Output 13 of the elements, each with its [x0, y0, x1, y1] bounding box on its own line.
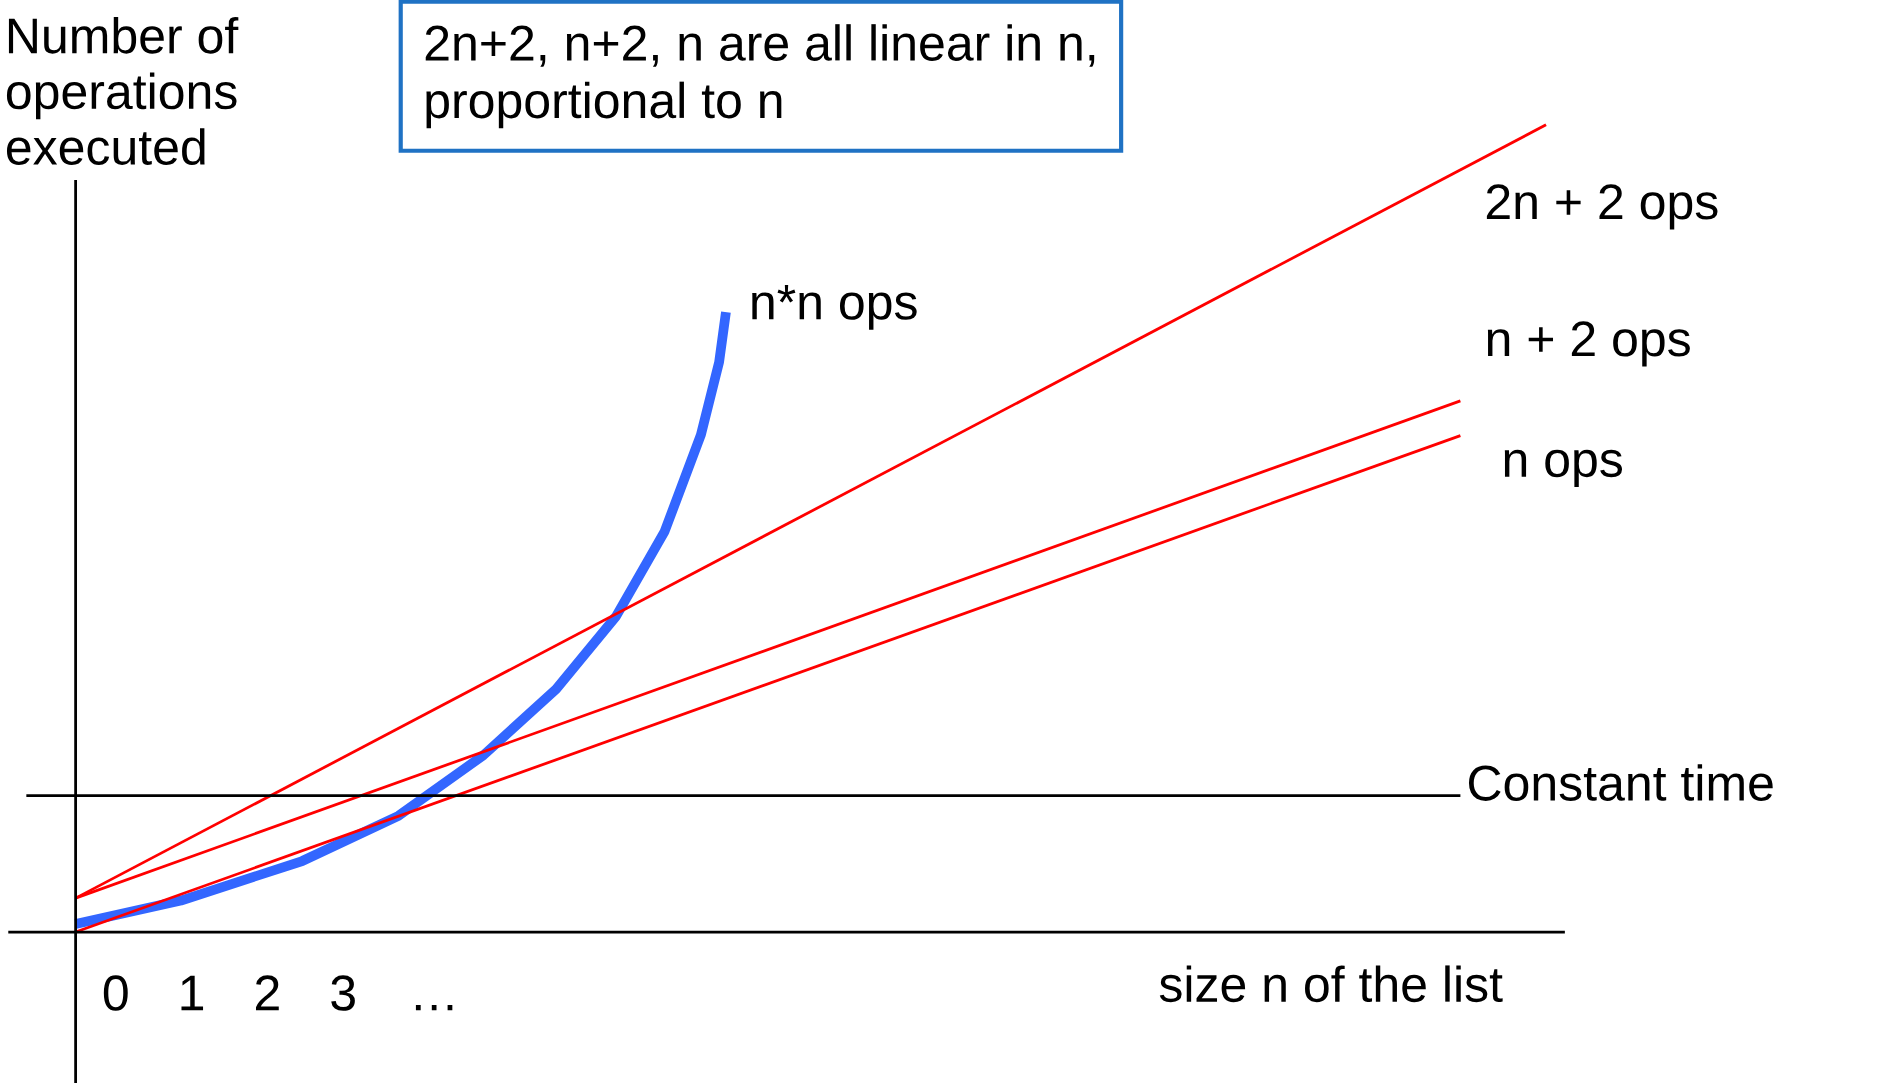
series-label: n ops — [1504, 449, 1623, 488]
x-tick-label: 0 — [103, 975, 128, 1011]
y-axis-title: Number of operations executed — [6, 16, 239, 165]
x-tick-label: … — [415, 1004, 453, 1011]
x-tick-label: 1 — [181, 975, 204, 1011]
series-label: Constant time — [1468, 764, 1773, 801]
annotation: 2n+2, n+2, n are all linear in n, proportional to n — [425, 24, 1095, 129]
x-tick-label: 2 — [255, 975, 279, 1011]
series-label: n*n ops — [752, 284, 917, 330]
x-tick-label: 3 — [331, 975, 355, 1011]
series-label: n + 2 ops — [1487, 321, 1690, 367]
x-axis-title: size n of the list — [1159, 965, 1503, 1003]
series-label: 2n + 2 ops — [1486, 184, 1718, 230]
